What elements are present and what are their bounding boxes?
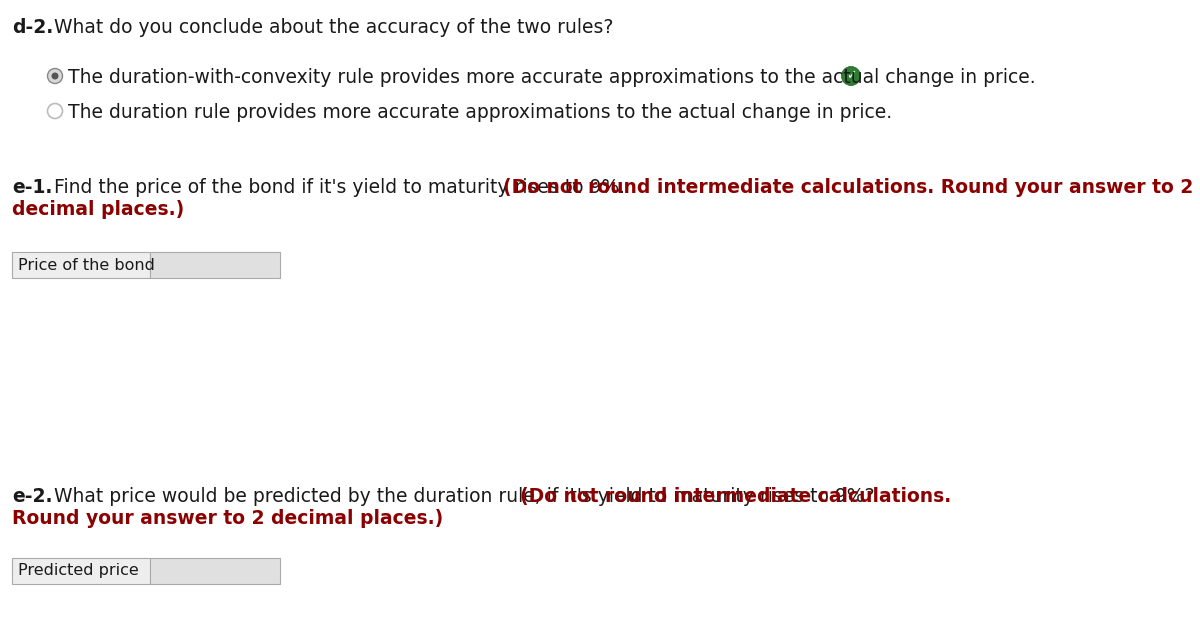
Text: Find the price of the bond if it's yield to maturity rises to 9%.: Find the price of the bond if it's yield…: [48, 178, 631, 197]
Text: Predicted price: Predicted price: [18, 563, 139, 579]
FancyBboxPatch shape: [150, 558, 280, 584]
Circle shape: [52, 73, 59, 80]
Text: decimal places.): decimal places.): [12, 200, 185, 219]
Text: (Do not round intermediate calculations. Round your answer to 2: (Do not round intermediate calculations.…: [503, 178, 1193, 197]
Text: Round your answer to 2 decimal places.): Round your answer to 2 decimal places.): [12, 509, 443, 528]
Circle shape: [48, 68, 62, 84]
Text: Price of the bond: Price of the bond: [18, 258, 155, 272]
FancyBboxPatch shape: [12, 558, 150, 584]
Text: The duration rule provides more accurate approximations to the actual change in : The duration rule provides more accurate…: [68, 103, 892, 122]
Text: ✓: ✓: [846, 70, 857, 82]
Text: What do you conclude about the accuracy of the two rules?: What do you conclude about the accuracy …: [48, 18, 613, 37]
Text: What price would be predicted by the duration rule, if it's yield to maturity ri: What price would be predicted by the dur…: [48, 487, 881, 506]
Text: The duration-with-convexity rule provides more accurate approximations to the ac: The duration-with-convexity rule provide…: [68, 68, 1036, 87]
Text: e-1.: e-1.: [12, 178, 53, 197]
Text: d-2.: d-2.: [12, 18, 53, 37]
Text: (Do not round intermediate calculations.: (Do not round intermediate calculations.: [520, 487, 952, 506]
FancyBboxPatch shape: [150, 252, 280, 278]
Text: e-2.: e-2.: [12, 487, 53, 506]
Circle shape: [841, 66, 860, 85]
Circle shape: [48, 104, 62, 118]
FancyBboxPatch shape: [12, 252, 150, 278]
